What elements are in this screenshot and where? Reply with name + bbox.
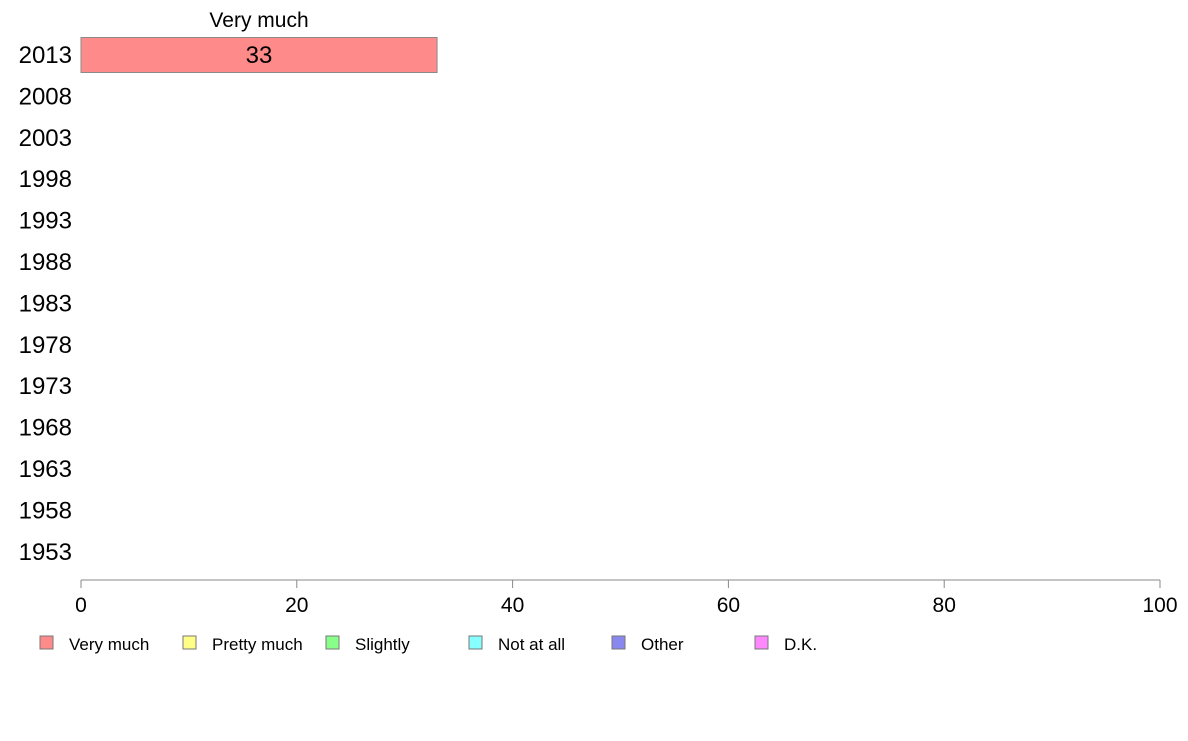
legend-label-slightly: Slightly	[355, 635, 410, 654]
category-label-1978: 1978	[19, 332, 72, 359]
bar-value-label-2013: 33	[246, 42, 273, 69]
legend-swatch-very-much	[39, 635, 54, 650]
legend-label-very-much: Very much	[69, 635, 149, 654]
legend-label-not-at-all: Not at all	[498, 635, 565, 654]
segment-header: Very much	[209, 9, 308, 32]
x-tick-label-80: 80	[933, 594, 956, 617]
legend-swatch-not-at-all	[468, 635, 483, 650]
category-label-1983: 1983	[19, 290, 72, 317]
legend-swatch-slightly	[325, 635, 340, 650]
x-tick-label-100: 100	[1142, 594, 1177, 617]
x-tick-label-60: 60	[717, 594, 740, 617]
category-label-1993: 1993	[19, 208, 72, 235]
legend-swatch-pretty-much	[182, 635, 197, 650]
x-tick-label-20: 20	[285, 594, 308, 617]
x-tick-label-0: 0	[75, 594, 87, 617]
legend-label-pretty-much: Pretty much	[212, 635, 303, 654]
category-label-1973: 1973	[19, 373, 72, 400]
category-label-1953: 1953	[19, 539, 72, 566]
category-label-2008: 2008	[19, 83, 72, 110]
category-label-1998: 1998	[19, 166, 72, 193]
bar-2013-very-much	[80, 37, 438, 73]
category-label-2003: 2003	[19, 125, 72, 152]
category-label-2013: 2013	[19, 42, 72, 69]
category-label-1958: 1958	[19, 497, 72, 524]
legend-label-d-k-: D.K.	[784, 635, 817, 654]
legend-label-other: Other	[641, 635, 684, 654]
legend-swatch-d-k-	[754, 635, 769, 650]
legend-swatch-other	[611, 635, 626, 650]
x-tick-label-40: 40	[501, 594, 524, 617]
category-label-1968: 1968	[19, 415, 72, 442]
category-label-1963: 1963	[19, 456, 72, 483]
category-label-1988: 1988	[19, 249, 72, 276]
